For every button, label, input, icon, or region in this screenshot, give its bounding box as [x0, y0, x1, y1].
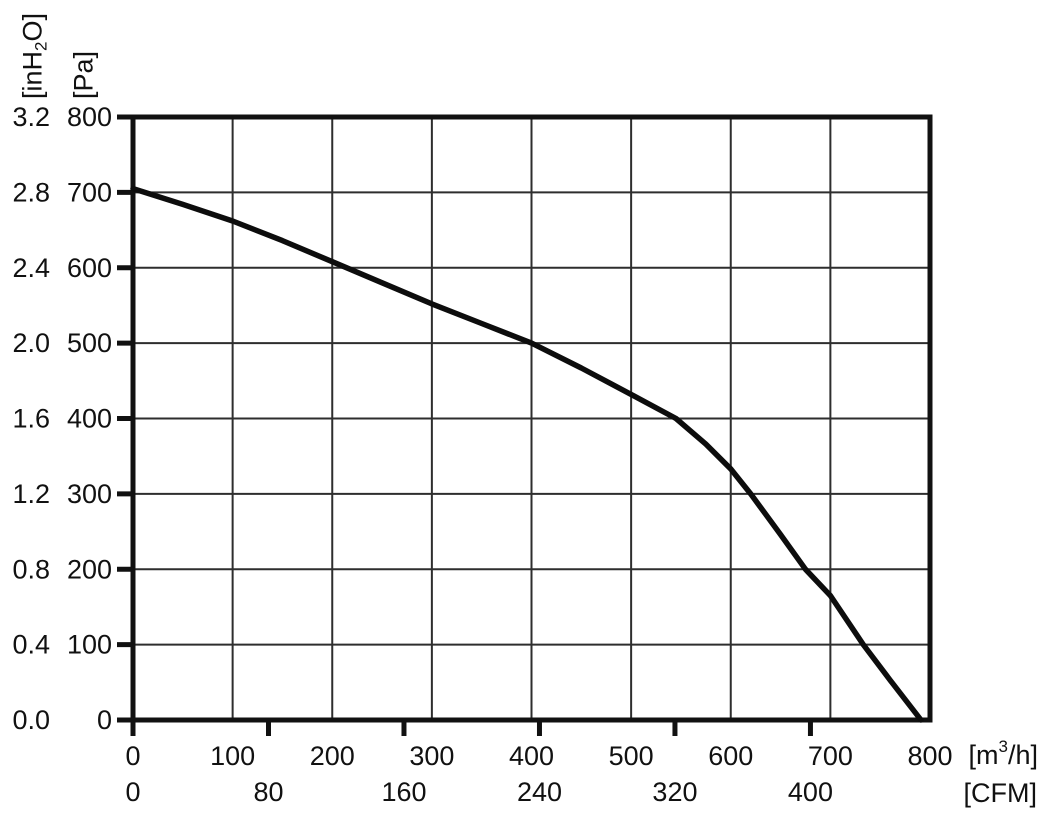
x-axis-unit-m3h-sup: 3	[998, 737, 1008, 756]
y-tick-label-inh2o: 0.4	[12, 630, 50, 660]
y-tick-label-inh2o: 0.8	[12, 554, 50, 584]
y-tick-label-pa: 300	[67, 479, 112, 509]
y-tick-label-pa: 800	[67, 102, 112, 132]
y-tick-label-pa: 600	[67, 253, 112, 283]
x-axis-unit-cfm: [CFM]	[963, 778, 1038, 808]
x-tick-label-m3h: 0	[125, 741, 140, 771]
x-axis-unit-m3h-post: /h]	[1007, 740, 1038, 770]
y-tick-label-pa: 500	[67, 328, 112, 358]
y-tick-label-pa: 400	[67, 404, 112, 434]
y-tick-label-pa: 700	[67, 177, 112, 207]
y-tick-label-inh2o: 2.8	[12, 177, 50, 207]
y-tick-label-inh2o: 1.6	[12, 404, 50, 434]
x-tick-label-cfm: 400	[788, 777, 833, 807]
x-tick-label-cfm: 160	[381, 777, 426, 807]
x-tick-label-m3h: 800	[907, 741, 952, 771]
y-tick-label-pa: 0	[97, 705, 112, 735]
y-tick-label-pa: 200	[67, 554, 112, 584]
y-tick-label-inh2o: 2.4	[12, 253, 50, 283]
x-tick-label-m3h: 100	[210, 741, 255, 771]
x-tick-label-cfm: 0	[125, 777, 140, 807]
x-tick-label-m3h: 500	[609, 741, 654, 771]
x-tick-label-cfm: 80	[253, 777, 283, 807]
x-tick-label-m3h: 400	[509, 741, 554, 771]
y-tick-label-inh2o: 2.0	[12, 328, 50, 358]
y-tick-label-pa: 100	[67, 630, 112, 660]
x-axis-unit-m3h-pre: [m	[968, 740, 999, 770]
y-tick-label-inh2o: 3.2	[12, 102, 50, 132]
x-tick-label-m3h: 200	[310, 741, 355, 771]
x-axis-unit-m3h: [m3/h]	[968, 737, 1039, 771]
y-tick-label-inh2o: 0.0	[12, 705, 50, 735]
x-tick-label-cfm: 320	[652, 777, 697, 807]
x-tick-label-m3h: 700	[808, 741, 853, 771]
y-tick-label-inh2o: 1.2	[12, 479, 50, 509]
x-tick-label-cfm: 240	[517, 777, 562, 807]
fan-performance-curve	[130, 185, 924, 723]
x-tick-label-m3h: 600	[708, 741, 753, 771]
x-tick-label-m3h: 300	[409, 741, 454, 771]
